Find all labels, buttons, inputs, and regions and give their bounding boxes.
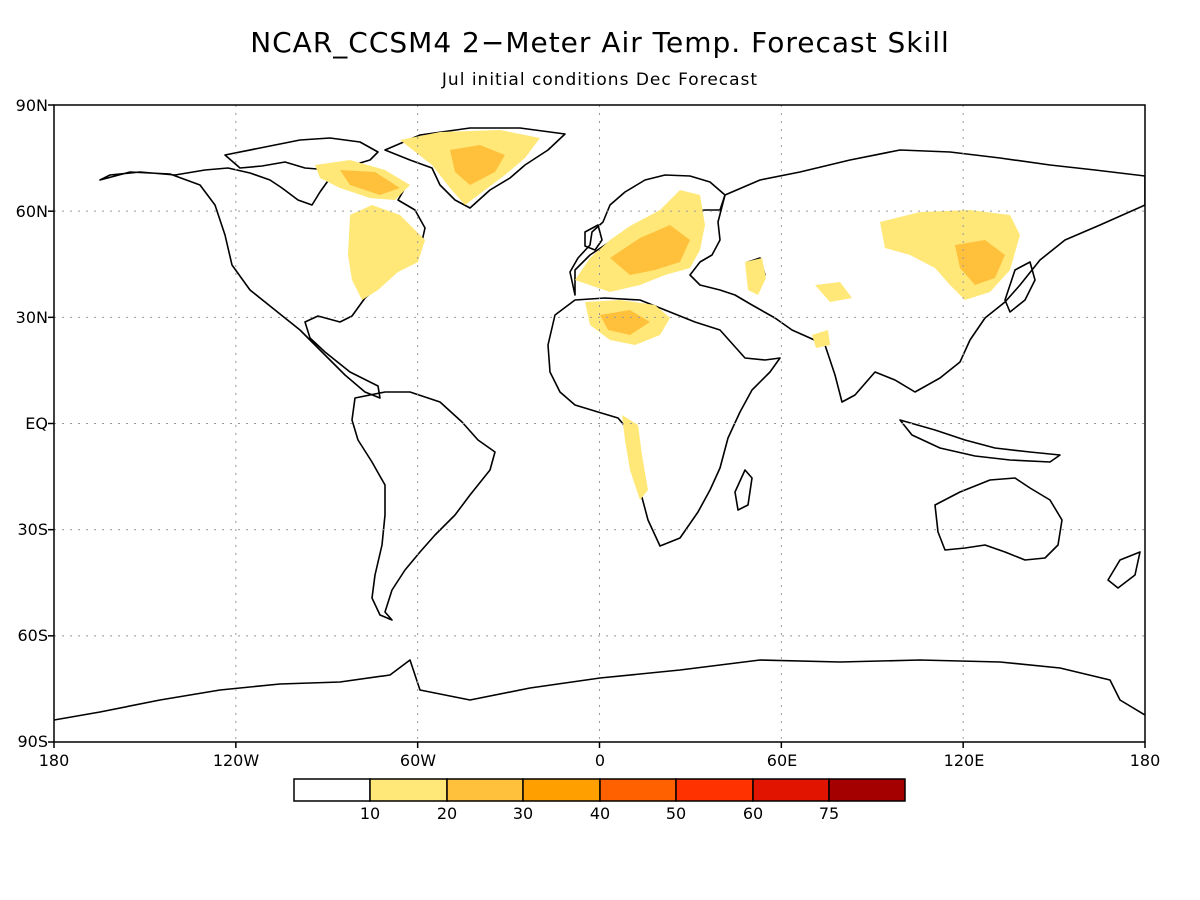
skill-shading <box>315 130 1020 500</box>
axis-ticks <box>48 104 1146 748</box>
south-america-coast <box>351 391 496 621</box>
lat-label-60s: 60S <box>17 626 48 645</box>
skill-region-caspian <box>745 258 766 295</box>
lat-label-30s: 30S <box>17 520 48 539</box>
lat-label-30n: 30N <box>16 308 48 327</box>
skill-shading-strong <box>340 145 1005 335</box>
indonesia-coast <box>899 419 1061 463</box>
colorbar-swatch-1 <box>369 778 448 802</box>
map-subtitle: Jul initial conditions Dec Forecast <box>441 70 759 90</box>
skill-region-central-asia <box>815 282 852 302</box>
australia-coast <box>934 477 1063 561</box>
colorbar-swatch-0 <box>293 778 371 802</box>
japan-coast <box>1004 261 1036 313</box>
lat-label-60n: 60N <box>16 202 48 221</box>
colorbar-label-40: 40 <box>590 804 610 823</box>
colorbar-swatch-4 <box>599 778 677 802</box>
skill-region-west-africa-coast <box>622 415 648 500</box>
lon-label-120e: 120E <box>944 751 985 770</box>
skill-core-greenland <box>450 145 505 185</box>
skill-region-eastern-us <box>348 205 425 300</box>
lat-label-90n: 90N <box>16 96 48 115</box>
colorbar-label-30: 30 <box>513 804 533 823</box>
skill-core-europe <box>610 225 690 275</box>
colorbar: 10 20 30 40 50 60 75 <box>293 778 906 823</box>
lon-label-120w: 120W <box>213 751 260 770</box>
lat-label-90s: 90S <box>17 732 48 751</box>
gridlines <box>54 105 1145 742</box>
lat-label-eq: EQ <box>25 414 48 433</box>
asia-coast <box>689 149 1145 403</box>
antarctica-coast <box>54 659 1145 721</box>
longitude-labels: 180 120W 60W 0 60E 120E 180 <box>39 751 1161 770</box>
colorbar-swatch-7 <box>828 778 906 802</box>
skill-core-canada <box>340 170 400 195</box>
greenland-coast <box>384 127 566 209</box>
new-zealand-coast <box>1107 551 1141 589</box>
colorbar-label-20: 20 <box>437 804 457 823</box>
lon-label-60e: 60E <box>767 751 797 770</box>
colorbar-swatch-5 <box>675 778 754 802</box>
colorbar-swatch-2 <box>446 778 524 802</box>
colorbar-swatch-6 <box>752 778 830 802</box>
colorbar-label-60: 60 <box>743 804 763 823</box>
lon-label-180e: 180 <box>1130 751 1161 770</box>
uk-coast <box>584 224 603 251</box>
lon-label-180w: 180 <box>39 751 70 770</box>
latitude-labels: 90N 60N 30N EQ 30S 60S 90S <box>16 96 48 751</box>
map-title: NCAR_CCSM4 2−Meter Air Temp. Forecast Sk… <box>250 26 950 59</box>
colorbar-label-50: 50 <box>666 804 686 823</box>
skill-core-north-africa <box>600 310 650 335</box>
skill-core-china <box>955 240 1005 285</box>
skill-region-india <box>812 330 830 348</box>
lon-label-0: 0 <box>595 751 605 770</box>
colorbar-swatch-3 <box>522 778 601 802</box>
colorbar-label-75: 75 <box>819 804 839 823</box>
colorbar-label-10: 10 <box>360 804 380 823</box>
map-content <box>54 127 1145 721</box>
africa-coast <box>547 297 781 547</box>
lon-label-60w: 60W <box>400 751 436 770</box>
madagascar-coast <box>734 469 753 511</box>
